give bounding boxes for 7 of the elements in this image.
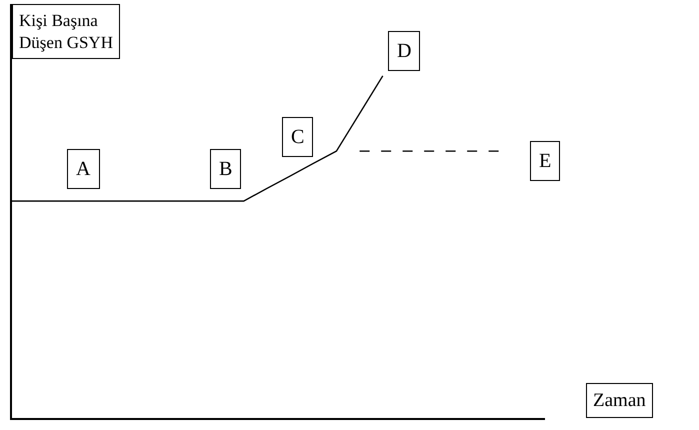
annotation: A (76, 158, 91, 180)
annotation: B (219, 158, 232, 180)
y-axis-title: Kişi Başına Düşen GSYH (19, 11, 113, 52)
text: D (397, 40, 412, 62)
x-axis-title: Zaman (593, 390, 646, 411)
annotation: E (539, 150, 552, 172)
annotation: C (291, 126, 304, 148)
